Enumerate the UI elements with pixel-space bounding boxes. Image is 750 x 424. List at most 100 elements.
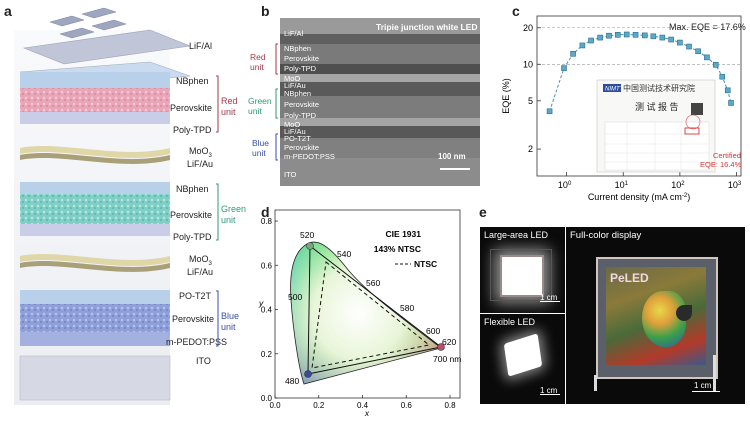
tem-layer-lifal: LiF/Al xyxy=(284,29,304,38)
unit-label-red: Red unit xyxy=(221,96,238,117)
device-stack-diagram: LiF/Al NBphen Perovskite Poly-TPD MoO3 L… xyxy=(0,0,255,419)
cie-xtick-0.8: 0.8 xyxy=(444,401,456,410)
green-primary-point xyxy=(306,242,314,250)
eqe-ytick-20: 20 xyxy=(523,23,533,33)
layer-label-nbphen-green: NBphen xyxy=(176,184,209,194)
cie-plot-frame xyxy=(274,209,461,399)
tem-scalebar-label: 100 nm xyxy=(438,152,466,161)
cie-ytick-0.8: 0.8 xyxy=(261,217,273,226)
photo-full-color-display: Full-color display PeLED 1 cm xyxy=(566,227,745,404)
tem-unit-red: Red unit xyxy=(250,52,266,72)
tem-scalebar-line xyxy=(440,168,470,170)
max-eqe-annotation: Max. EQE = 17.6% xyxy=(669,22,746,32)
flexible-glow xyxy=(503,333,543,377)
eqe-data-point xyxy=(579,42,586,49)
device-stack-drawing xyxy=(14,7,192,405)
cie-ytick-0.0: 0.0 xyxy=(261,394,273,403)
tem-unit-blue: Blue unit xyxy=(252,138,270,158)
tem-layer-pedot: m-PEDOT:PSS xyxy=(284,152,335,161)
eqe-data-point xyxy=(570,51,576,57)
eqe-fit-curve xyxy=(549,33,732,112)
eqe-data-point xyxy=(588,37,594,44)
photo-large-area-led: Large-area LED 1 cm xyxy=(480,227,565,313)
layer-label-perovskite-red: Perovskite xyxy=(170,103,213,113)
display-leg-left xyxy=(594,375,597,391)
certified-eqe-line2: EQE: 16.4% xyxy=(700,160,742,169)
eqe-ytick-2: 2 xyxy=(528,144,533,154)
cie-xtick-0.2: 0.2 xyxy=(313,401,325,410)
tem-layer-polytpd-1: Poly-TPD xyxy=(284,64,317,73)
eqe-chart: 20 10 5 2 100 101 102 103 NIMTT 中国测试技术研究院 测 试 报… xyxy=(495,0,750,205)
panel-label-d: d xyxy=(261,204,270,220)
large-area-substrate xyxy=(490,249,552,301)
red-primary-point xyxy=(437,343,445,351)
eqe-data-point xyxy=(668,36,674,43)
tem-image: Tripie junction white LED LiF/Al NBphen … xyxy=(280,18,480,186)
panel-label-c: c xyxy=(512,3,520,19)
tem-layer-ito: ITO xyxy=(284,170,297,179)
layer-label-moo3-2: MoO3 xyxy=(189,254,212,267)
eqe-data-point xyxy=(704,54,710,61)
tem-layer-lifau-1: LiF/Au xyxy=(284,81,306,90)
layer-label-polytpd-green: Poly-TPD xyxy=(173,232,212,242)
eqe-data-point xyxy=(677,39,683,46)
cert-brand: NIMTT xyxy=(605,87,625,93)
unit-label-blue: Blue unit xyxy=(221,311,240,332)
eqe-data-point xyxy=(606,32,612,39)
layer-label-lif-al: LiF/Al xyxy=(189,41,213,51)
large-area-scalebar-label: 1 cm xyxy=(540,293,558,302)
eqe-data-point xyxy=(650,33,657,40)
eqe-data-point xyxy=(641,32,648,39)
flexible-scalebar xyxy=(540,394,560,395)
layer-label-moo3-1: MoO3 xyxy=(189,146,212,159)
cie-xtick-0.4: 0.4 xyxy=(357,401,369,410)
gamut-triangle-ntsc xyxy=(311,261,431,369)
cie-ytick-0.4: 0.4 xyxy=(261,306,273,315)
panel-label-a: a xyxy=(4,3,12,19)
eqe-data-point xyxy=(546,108,553,115)
cie-ylabel: y xyxy=(258,298,264,308)
tem-unit-green: Green unit xyxy=(248,96,272,116)
eqe-data-point xyxy=(659,34,666,41)
tem-layer-nbphen-1: NBphen xyxy=(284,44,312,53)
wl-540: 540 xyxy=(337,249,351,259)
panel-label-e: e xyxy=(479,204,487,220)
eqe-data-point xyxy=(632,31,639,38)
tem-layer-perovskite-2: Perovskite xyxy=(284,100,320,109)
eqe-ytick-5: 5 xyxy=(528,96,533,106)
wl-580: 580 xyxy=(400,303,414,313)
eqe-data-point xyxy=(614,31,621,38)
eqe-xtick-2: 102 xyxy=(671,180,685,190)
eqe-data-point xyxy=(724,87,731,94)
cie-xlabel: x xyxy=(364,408,370,418)
tem-layer-lifau-2: LiF/Au xyxy=(284,127,306,136)
layer-label-perovskite-green: Perovskite xyxy=(170,210,213,220)
tem-layer-moo-2: MoO xyxy=(284,120,301,129)
cie-xtick-0.6: 0.6 xyxy=(401,401,413,410)
unit-label-green: Green unit xyxy=(221,204,247,225)
wl-700: 700 nm xyxy=(433,354,461,364)
certificate-inset: NIMTT 中国测试技术研究院 测 试 报 告 xyxy=(596,79,716,173)
wl-500: 500 xyxy=(288,292,302,302)
cie-xtick-0.0: 0.0 xyxy=(269,401,281,410)
cert-institute: 中国测试技术研究院 xyxy=(623,83,695,93)
eqe-data-point xyxy=(695,48,701,55)
layer-label-lifau-1: LiF/Au xyxy=(187,159,214,169)
flexible-scalebar-label: 1 cm xyxy=(540,386,558,395)
layer-label-pot2t: PO-T2T xyxy=(179,291,212,301)
cie-ytick-0.6: 0.6 xyxy=(261,261,273,270)
eqe-xlabel: Current density (mA cm-2) xyxy=(588,192,690,202)
cert-report-title: 测 试 报 告 xyxy=(635,101,679,112)
legend-solid-label: 143% NTSC xyxy=(374,244,421,254)
cie-diagram-svg: 0.0 0.2 0.4 0.6 0.8 0.0 0.2 0.4 0.6 0.8 520 540 5… xyxy=(258,209,461,418)
tem-layer-polytpd-2: Poly-TPD xyxy=(284,111,317,120)
display-scalebar xyxy=(692,391,720,392)
eqe-data-point xyxy=(719,73,726,80)
large-area-scalebar xyxy=(540,301,560,302)
layer-label-pedot: m-PEDOT:PSS xyxy=(166,337,228,347)
certified-eqe-line1: Certified xyxy=(713,151,741,160)
wl-620: 620 xyxy=(442,337,456,347)
tem-layer-pot2t: PO-T2T xyxy=(284,134,311,143)
legend-dashed-label: NTSC xyxy=(414,259,437,269)
wl-600: 600 xyxy=(426,326,440,336)
